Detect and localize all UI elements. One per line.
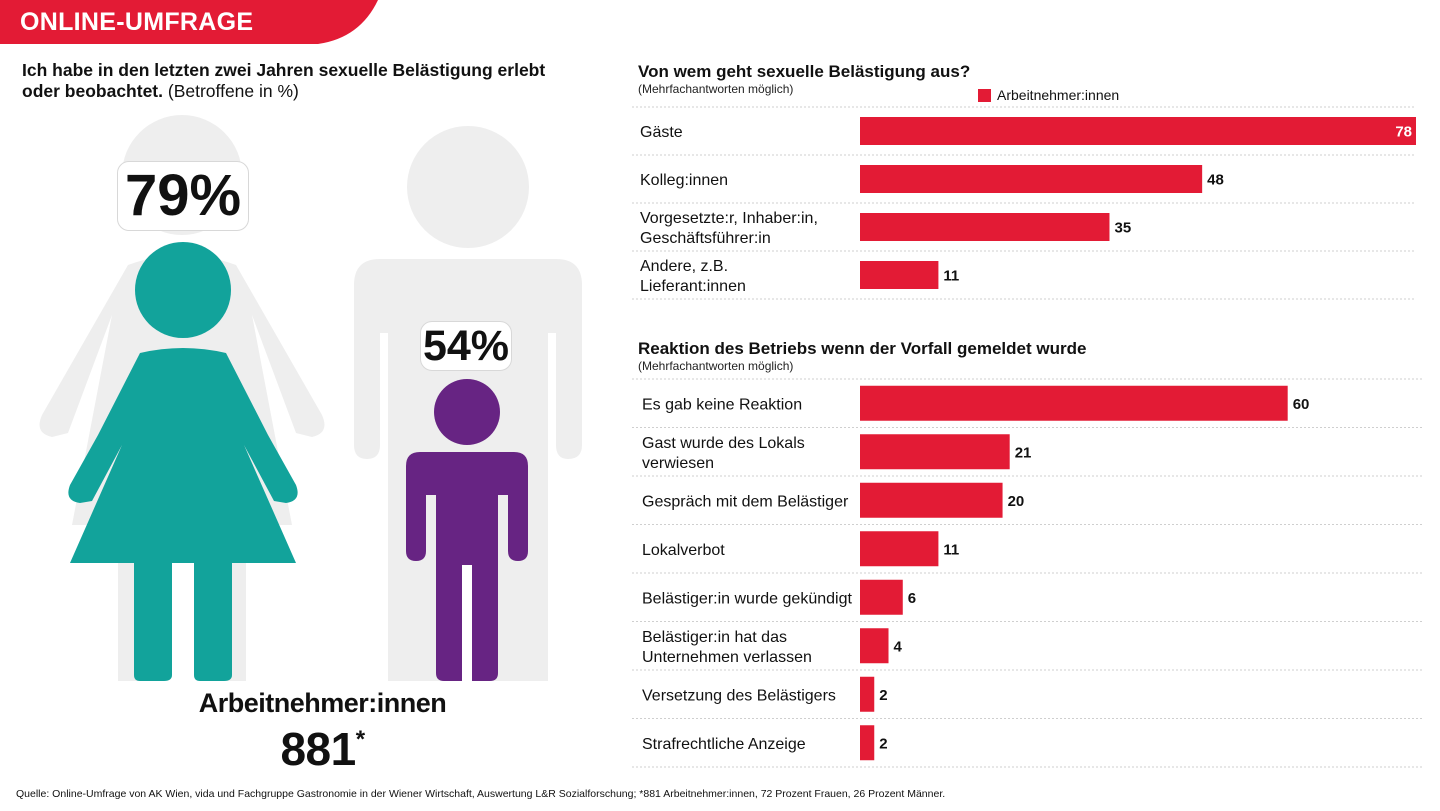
chart2-value-label: 20 <box>1008 493 1025 510</box>
sample-label: Arbeitnehmer:innen <box>198 688 447 718</box>
chart1-value-label: 78 <box>1395 124 1412 141</box>
chart1-bar <box>860 213 1110 241</box>
chart1-subtitle: (Mehrfachantworten möglich) <box>638 82 794 96</box>
chart2-bar <box>860 676 875 712</box>
chart1-legend: Arbeitnehmer:innen <box>978 87 1119 103</box>
chart2-bar <box>860 385 1288 421</box>
chart2-value-label: 6 <box>908 590 916 607</box>
men-percentage: 54% <box>420 321 512 371</box>
source-note: Quelle: Online-Umfrage von AK Wien, vida… <box>16 788 946 800</box>
chart2-category-label: Lokalverbot <box>642 542 725 559</box>
chart2-subtitle: (Mehrfachantworten möglich) <box>638 359 794 373</box>
chart1-bar <box>860 165 1203 193</box>
women-percentage: 79% <box>117 161 249 231</box>
bar-charts: Gäste 78 Kolleg:innen 48 Vorgesetzte:r, Inha… <box>630 106 1422 768</box>
chart1-value-label: 48 <box>1207 172 1224 189</box>
chart2-value-label: 4 <box>894 638 903 655</box>
chart1-bar <box>860 117 1416 145</box>
chart2-title: Reaktion des Betriebs wenn der Vorfall g… <box>638 339 1087 358</box>
people-figures <box>39 115 582 681</box>
chart2-bar <box>860 531 939 567</box>
chart2-category-label: Gespräch mit dem Belästiger <box>642 493 849 510</box>
legend-swatch <box>978 88 991 102</box>
sample-size: 881* <box>150 722 495 776</box>
men-figure-icon <box>406 379 528 681</box>
chart2-category-label: Versetzung des Belästigers <box>642 687 836 704</box>
chart2-value-label: 21 <box>1015 444 1032 461</box>
chart2-bar <box>860 725 875 761</box>
chart2-category-label: Strafrechtliche Anzeige <box>642 736 806 753</box>
chart1-bar <box>860 261 939 289</box>
chart2-bar <box>860 579 903 615</box>
chart1-category-label: Kolleg:innen <box>640 172 728 189</box>
header-label: ONLINE-UMFRAGE <box>20 8 254 36</box>
chart1-category-label: Andere, z.B. Lieferant:innen <box>640 258 746 295</box>
left-title-normal: (Betroffene in %) <box>167 81 299 101</box>
chart1-category-label: Vorgesetzte:r, Inhaber:in, Geschäftsführe… <box>640 210 818 247</box>
header-banner <box>0 0 378 44</box>
sample-size-footnote-mark: * <box>355 726 365 753</box>
left-panel-title: Ich habe in den letzten zwei Jahren sexu… <box>22 60 582 102</box>
sample-size-value: 881 <box>280 723 356 775</box>
chart2-bar <box>860 628 889 664</box>
chart2-bar <box>860 482 1003 518</box>
chart1-value-label: 11 <box>943 268 959 285</box>
chart2-category-label: Belästiger:in wurde gekündigt <box>642 590 852 607</box>
chart2-value-label: 2 <box>879 735 887 752</box>
chart2-value-label: 11 <box>943 541 959 558</box>
chart2-category-label: Belästiger:in hat das Unternehmen verlass… <box>642 629 812 666</box>
chart1-value-label: 35 <box>1114 220 1131 237</box>
chart2-bar <box>860 434 1010 470</box>
women-figure-icon <box>68 242 298 681</box>
chart2-value-label: 2 <box>879 687 887 704</box>
chart2-category-label: Es gab keine Reaktion <box>642 396 802 413</box>
chart1-title: Von wem geht sexuelle Belästigung aus? <box>638 62 971 81</box>
legend-label: Arbeitnehmer:innen <box>997 87 1120 103</box>
chart2-category-label: Gast wurde des Lokals verwiesen <box>642 435 805 472</box>
chart2-value-label: 60 <box>1293 396 1310 413</box>
left-title-bold: Ich habe in den letzten zwei Jahren sexu… <box>22 60 546 101</box>
chart1-category-label: Gäste <box>640 124 683 141</box>
